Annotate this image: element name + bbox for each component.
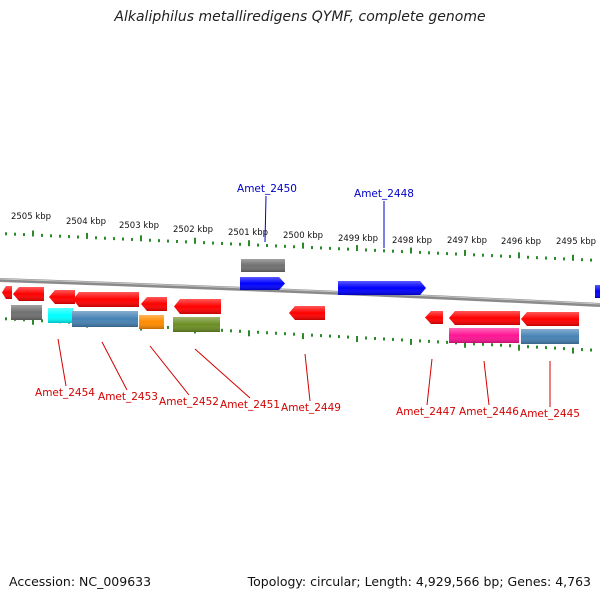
topology-text: Topology: circular; Length: 4,929,566 bp… bbox=[247, 574, 591, 589]
gene-feature-shading bbox=[449, 328, 519, 343]
gene-label[interactable]: Amet_2451 bbox=[220, 399, 280, 411]
gene-feature-shading bbox=[338, 281, 426, 295]
gene-label[interactable]: Amet_2449 bbox=[281, 402, 341, 414]
gene-feature-shading bbox=[141, 297, 167, 311]
gene-feature-shading bbox=[72, 311, 138, 327]
gene-feature-shading bbox=[139, 315, 164, 329]
scale-labels: 2505 kbp 2504 kbp 2503 kbp 2502 kbp 2501 kbp… bbox=[11, 212, 596, 247]
gene-feature-shading bbox=[425, 311, 443, 324]
scale-label: 2498 kbp bbox=[392, 236, 432, 246]
gene-feature-shading bbox=[2, 286, 12, 299]
gene-feature-shading bbox=[73, 292, 139, 307]
gene-label[interactable]: Amet_2446 bbox=[459, 406, 519, 418]
scale-label: 2502 kbp bbox=[173, 225, 213, 235]
gene-feature-shading bbox=[449, 311, 520, 325]
scale-label: 2505 kbp bbox=[11, 212, 51, 222]
gene-feature-shading bbox=[521, 312, 579, 326]
gene-label-leader bbox=[304, 353, 311, 402]
gene-label-leader bbox=[194, 348, 251, 399]
gene-feature-shading bbox=[48, 308, 73, 323]
gene-feature-shading bbox=[13, 287, 44, 301]
gene-label[interactable]: Amet_2445 bbox=[520, 408, 580, 420]
scale-label: 2503 kbp bbox=[119, 221, 159, 231]
gene-label[interactable]: Amet_2454 bbox=[35, 387, 95, 399]
gene-feature-shading bbox=[174, 299, 221, 314]
scale-label: 2496 kbp bbox=[501, 237, 541, 247]
gene-label[interactable]: Amet_2448 bbox=[354, 188, 414, 200]
gene-feature-shading bbox=[241, 259, 285, 272]
scale-label: 2504 kbp bbox=[66, 217, 106, 227]
scale-label: 2495 kbp bbox=[556, 237, 596, 247]
gene-label[interactable]: Amet_2447 bbox=[396, 406, 456, 418]
scale-label: 2499 kbp bbox=[338, 234, 378, 244]
gene-feature-shading bbox=[289, 306, 325, 320]
gene-features[interactable] bbox=[2, 259, 600, 344]
gene-label-leader bbox=[264, 195, 267, 243]
gene-label[interactable]: Amet_2450 bbox=[237, 183, 297, 195]
genome-backbone-highlight bbox=[0, 278, 600, 305]
gene-label-leader bbox=[101, 341, 128, 391]
scale-label: 2500 kbp bbox=[283, 231, 323, 241]
accession-text: Accession: NC_009633 bbox=[9, 574, 152, 589]
map-title: Alkaliphilus metalliredigens QYMF, compl… bbox=[114, 9, 486, 25]
gene-label-leader bbox=[57, 338, 67, 387]
gene-feature-shading bbox=[49, 290, 75, 304]
scale-ticks-outer bbox=[5, 230, 592, 262]
gene-label-leader bbox=[426, 358, 433, 406]
scale-label: 2497 kbp bbox=[447, 236, 487, 246]
gene-label[interactable]: Amet_2452 bbox=[159, 396, 219, 408]
gene-feature-shading bbox=[521, 329, 579, 344]
gene-feature-shading bbox=[173, 317, 220, 332]
gene-feature-shading bbox=[595, 285, 600, 298]
gene-feature-shading bbox=[11, 305, 42, 320]
genome-backbone bbox=[0, 278, 600, 307]
scale-label: 2501 kbp bbox=[228, 228, 268, 238]
gene-label[interactable]: Amet_2453 bbox=[98, 391, 158, 403]
gene-feature-shading bbox=[240, 277, 285, 290]
gene-label-leader bbox=[483, 360, 490, 406]
gene-label-leader bbox=[149, 345, 190, 396]
